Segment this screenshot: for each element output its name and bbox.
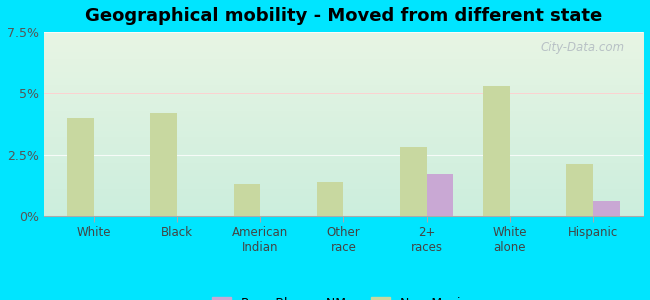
Bar <box>317 182 343 216</box>
Bar <box>150 113 177 216</box>
Title: Geographical mobility - Moved from different state: Geographical mobility - Moved from diffe… <box>84 7 602 25</box>
Bar <box>483 86 510 216</box>
Bar <box>233 184 260 216</box>
Bar <box>593 201 619 216</box>
Bar <box>400 147 426 216</box>
Text: City-Data.com: City-Data.com <box>541 41 625 54</box>
Bar <box>426 174 453 216</box>
Bar <box>567 164 593 216</box>
Legend: Pena Blanca, NM, New Mexico: Pena Blanca, NM, New Mexico <box>207 292 480 300</box>
Bar <box>67 118 94 216</box>
